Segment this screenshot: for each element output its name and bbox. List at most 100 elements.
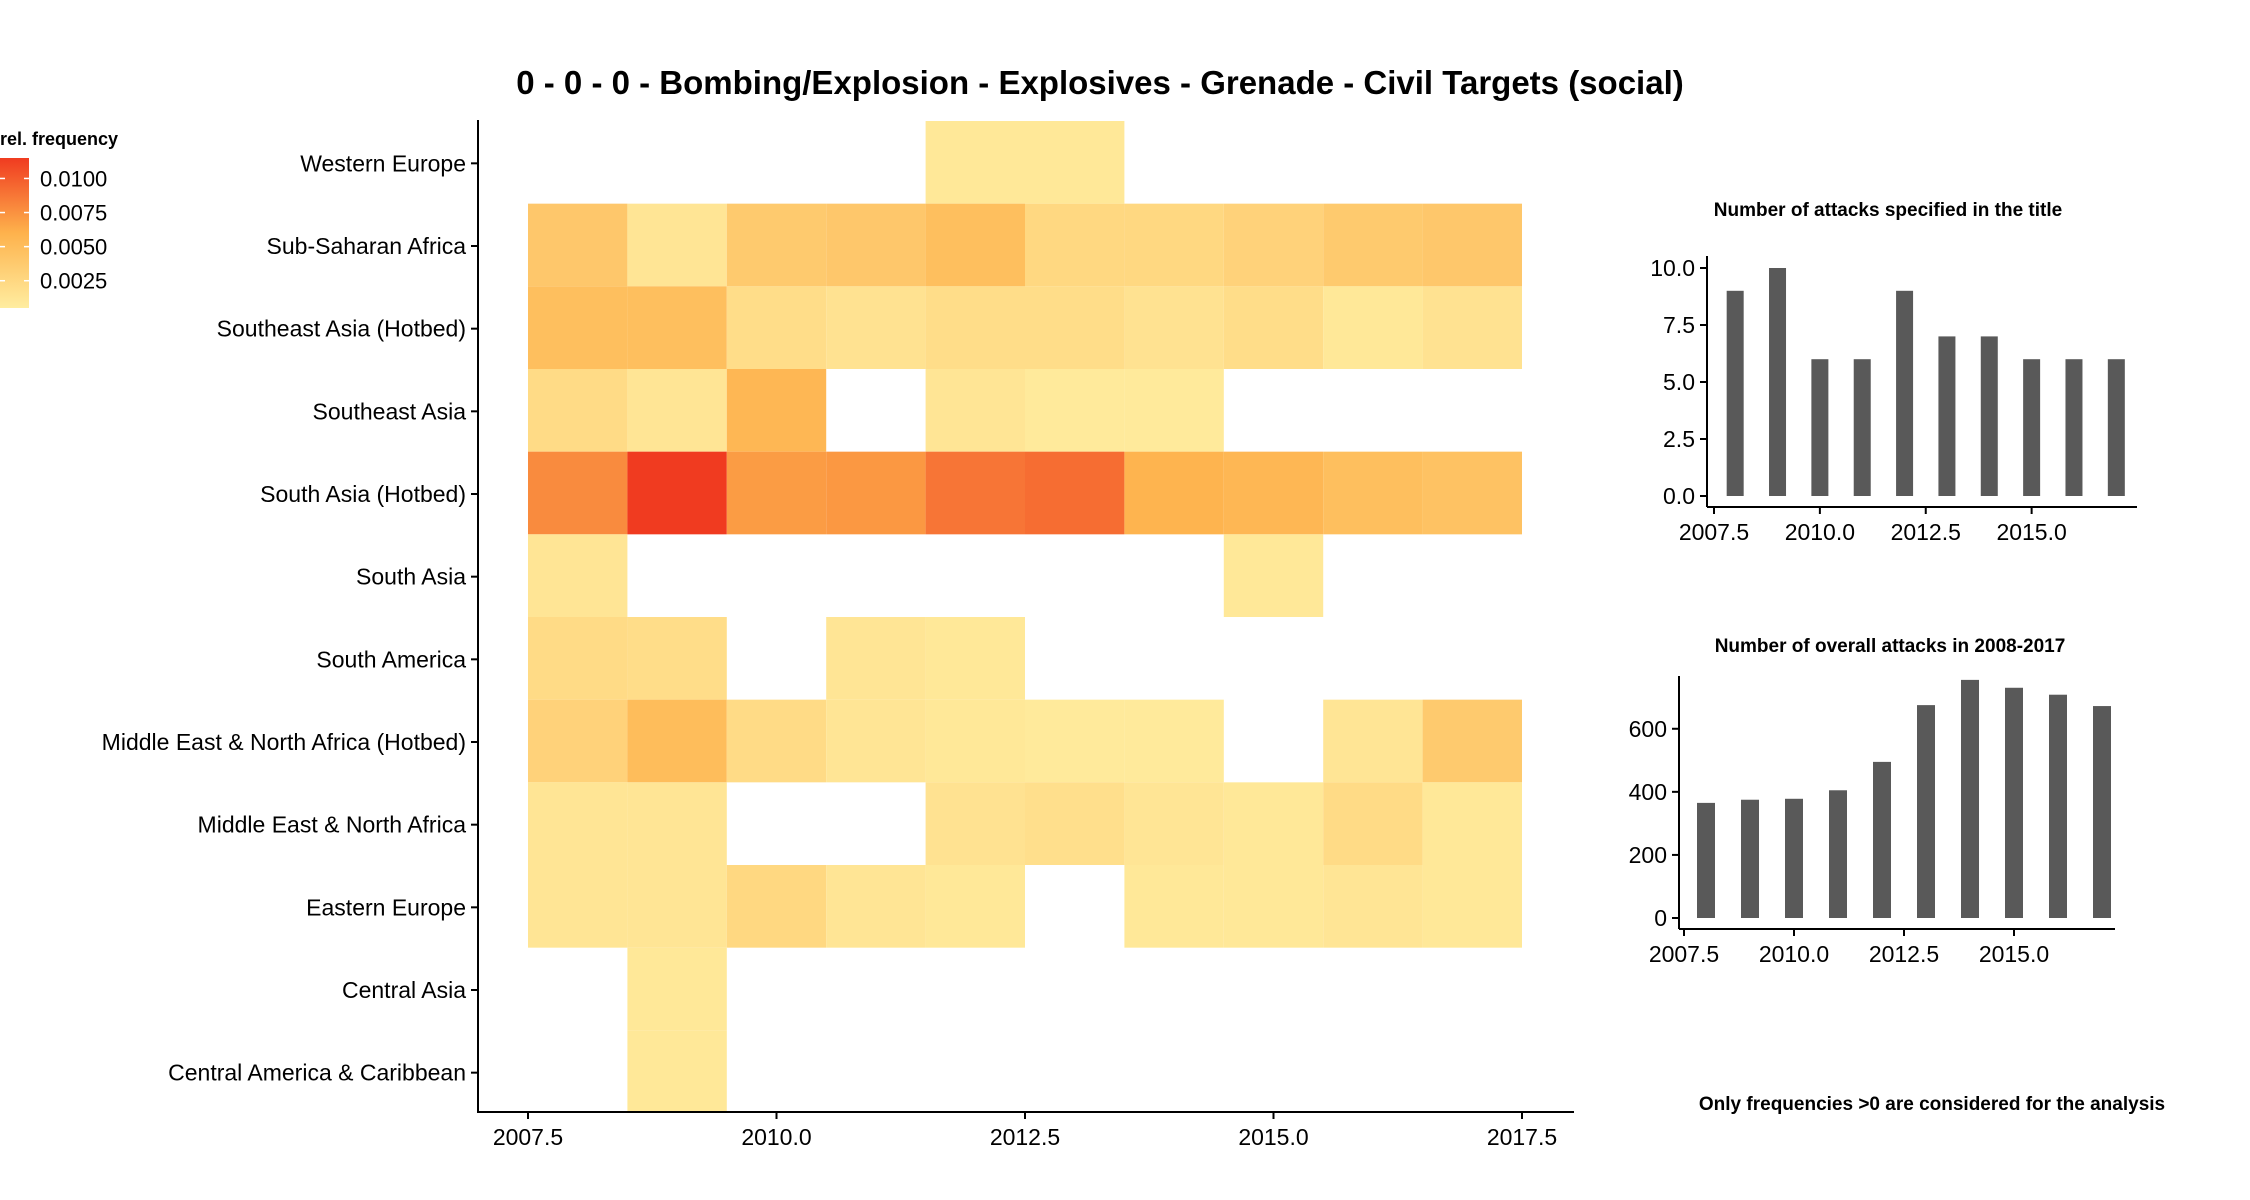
- heatmap-cell: [1323, 451, 1423, 535]
- y-tick-label: 2.5: [1663, 426, 1695, 452]
- heatmap-cell: [1323, 203, 1423, 287]
- heatmap-cell: [726, 286, 827, 369]
- heatmap-cell: [1025, 699, 1125, 783]
- x-tick-label: 2010.0: [1785, 519, 1855, 545]
- heatmap-cell: [528, 699, 628, 783]
- x-tick-label: 2010.0: [741, 1124, 811, 1150]
- x-tick-label: 2012.5: [1869, 941, 1939, 967]
- heatmap-cell: [1422, 699, 1522, 783]
- bar: [1726, 290, 1744, 496]
- heatmap-cell: [1124, 369, 1224, 452]
- bar: [1873, 761, 1891, 918]
- heatmap-y-labels: Western Europe Sub-Saharan Africa Southeas…: [102, 150, 478, 1086]
- heatmap-cell: [1025, 121, 1125, 204]
- heatmap-cell: [627, 369, 727, 452]
- heatmap-cell: [1124, 203, 1224, 287]
- heatmap-cell: [925, 286, 1025, 369]
- bar: [2093, 706, 2111, 918]
- heatmap-cell: [925, 699, 1025, 783]
- heatmap-cell: [925, 121, 1025, 204]
- heatmap-cell: [528, 865, 628, 948]
- bar: [1741, 799, 1759, 918]
- legend-title: rel. frequency: [0, 129, 118, 149]
- legend-tick-label: 0.0100: [40, 166, 107, 191]
- heatmap-cell: [826, 699, 926, 783]
- heatmap-cell: [925, 451, 1025, 535]
- y-tick-label: Western Europe: [300, 150, 466, 176]
- x-tick-label: 2007.5: [1679, 519, 1749, 545]
- x-tick-label: 2015.0: [1979, 941, 2049, 967]
- bar: [2005, 687, 2023, 918]
- heatmap-cell: [528, 369, 628, 452]
- heatmap-cell: [1323, 782, 1423, 865]
- heatmap-cell: [1124, 782, 1224, 865]
- x-tick-label: 2007.5: [1649, 941, 1719, 967]
- legend-ticks: 0.0100 0.0075 0.0050 0.0025: [0, 166, 107, 294]
- y-tick-label: Sub-Saharan Africa: [267, 233, 467, 259]
- legend-tick-label: 0.0075: [40, 201, 107, 226]
- bar: [1853, 359, 1871, 496]
- heatmap-cell: [528, 286, 628, 369]
- bar: [1938, 336, 1956, 496]
- analysis-note: Only frequencies >0 are considered for t…: [1699, 1094, 2165, 1115]
- heatmap-cell: [925, 203, 1025, 287]
- heatmap-cell: [726, 865, 827, 948]
- y-tick-label: South America: [316, 646, 466, 672]
- heatmap-cell: [1025, 286, 1125, 369]
- heatmap-cell: [627, 617, 727, 700]
- y-tick-label: Middle East & North Africa (Hotbed): [102, 729, 466, 755]
- heatmap-cell: [826, 203, 926, 287]
- x-tick-label: 2017.5: [1487, 1124, 1557, 1150]
- heatmap-cell: [1223, 782, 1324, 865]
- heatmap-cell: [627, 451, 727, 535]
- y-tick-label: 10.0: [1650, 255, 1695, 281]
- heatmap-cell: [1025, 451, 1125, 535]
- legend-colorbar: [0, 158, 29, 308]
- bar: [1811, 359, 1829, 496]
- y-tick-label: Southeast Asia (Hotbed): [217, 316, 466, 342]
- attacks-chart-title: Number of attacks specified in the title: [1714, 200, 2062, 221]
- bar: [2065, 359, 2083, 496]
- bar: [1769, 268, 1787, 496]
- heatmap-cell: [528, 782, 628, 865]
- color-legend: rel. frequency 0.0100 0.0075 0.0050 0.0025: [0, 129, 118, 308]
- heatmap-cell: [1025, 203, 1125, 287]
- x-tick-label: 2015.0: [1238, 1124, 1308, 1150]
- bar: [1697, 802, 1715, 918]
- y-tick-label: 5.0: [1663, 369, 1695, 395]
- heatmap-cell: [627, 203, 727, 287]
- heatmap-cell: [826, 865, 926, 948]
- x-tick-label: 2015.0: [1996, 519, 2066, 545]
- heatmap-cell: [1223, 865, 1324, 948]
- heatmap-cell: [1124, 699, 1224, 783]
- y-tick-label: 200: [1629, 842, 1667, 868]
- y-tick-label: 0: [1654, 905, 1667, 931]
- heatmap-x-labels: 2007.5 2010.0 2012.5 2015.0 2017.5: [493, 1112, 1557, 1150]
- bar: [1917, 705, 1935, 918]
- heatmap-cell: [726, 369, 827, 452]
- bar: [1961, 679, 1979, 918]
- heatmap-cell: [1025, 369, 1125, 452]
- heatmap-cell: [1124, 286, 1224, 369]
- x-tick-label: 2012.5: [1891, 519, 1961, 545]
- heatmap-cell: [925, 865, 1025, 948]
- heatmap-cell: [1422, 865, 1522, 948]
- heatmap-cell: [1223, 451, 1324, 535]
- heatmap-cell: [1323, 699, 1423, 783]
- y-tick-label: 7.5: [1663, 312, 1695, 338]
- heatmap-cell: [925, 369, 1025, 452]
- heatmap-cell: [1124, 451, 1224, 535]
- bar: [1785, 798, 1803, 918]
- heatmap-cell: [1422, 782, 1522, 865]
- overall-attacks-chart-title: Number of overall attacks in 2008-2017: [1715, 636, 2066, 657]
- heatmap-cell: [1422, 203, 1522, 287]
- heatmap-cell: [826, 286, 926, 369]
- x-tick-label: 2012.5: [990, 1124, 1060, 1150]
- heatmap-cell: [925, 617, 1025, 700]
- y-tick-label: Central Asia: [342, 977, 466, 1003]
- x-tick-label: 2010.0: [1759, 941, 1829, 967]
- heatmap-cell: [528, 617, 628, 700]
- bar: [1829, 790, 1847, 918]
- heatmap-cell: [1124, 865, 1224, 948]
